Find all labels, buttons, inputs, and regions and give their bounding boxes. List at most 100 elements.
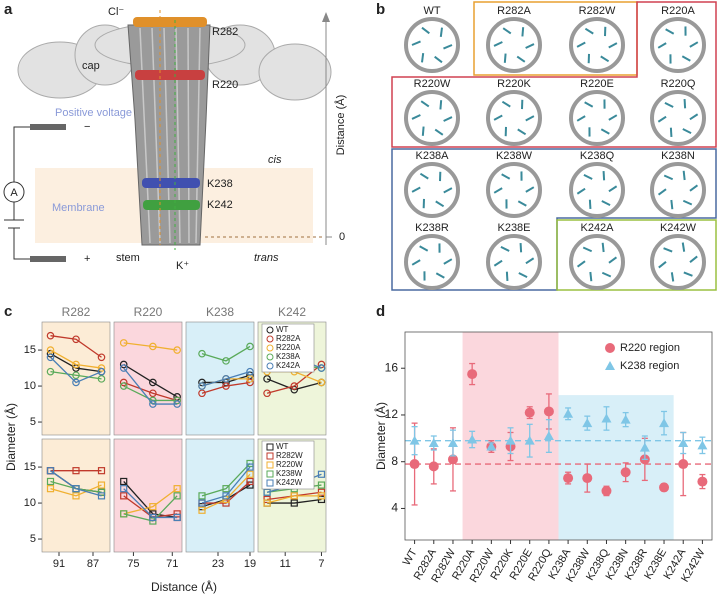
data-point xyxy=(290,382,299,390)
legend-marker xyxy=(266,452,274,460)
trans-label: trans xyxy=(254,252,279,264)
side-chain xyxy=(576,115,586,122)
variant-label: R220W xyxy=(414,78,451,90)
axis-zero: 0 xyxy=(339,231,345,243)
side-chain xyxy=(583,173,593,180)
data-point xyxy=(198,499,206,507)
side-chain xyxy=(576,41,586,48)
data-point xyxy=(428,438,439,448)
series-line xyxy=(201,371,251,387)
legend-label: K238A xyxy=(276,352,301,361)
data-point xyxy=(582,473,593,484)
data-point xyxy=(447,454,458,465)
side-chain xyxy=(608,185,618,193)
side-chain xyxy=(657,188,667,196)
voltage-label: Positive voltage xyxy=(55,107,132,119)
data-point xyxy=(486,441,497,451)
data-point xyxy=(263,499,271,507)
data-point xyxy=(46,346,55,354)
data-point xyxy=(659,418,670,428)
side-chain xyxy=(443,258,453,265)
pore-image xyxy=(569,17,625,73)
data-point xyxy=(428,461,439,472)
data-point xyxy=(246,463,254,471)
data-point xyxy=(46,331,55,340)
side-chain xyxy=(519,243,523,253)
side-chain xyxy=(505,271,509,281)
series-line xyxy=(123,488,178,519)
series-line xyxy=(50,356,102,384)
data-point xyxy=(246,470,254,478)
y-tick-label: 10 xyxy=(24,380,36,392)
data-point xyxy=(409,435,420,445)
data-point xyxy=(601,413,612,423)
side-chain xyxy=(411,114,421,120)
data-point xyxy=(678,459,689,470)
variant-label: WT xyxy=(423,5,440,17)
data-point xyxy=(563,408,574,418)
variant-label: K238W xyxy=(496,150,533,162)
plot-frame xyxy=(113,321,183,436)
variant-label: R282A xyxy=(497,5,531,17)
side-chain xyxy=(657,42,667,49)
x-tick-label: WT xyxy=(401,547,420,568)
data-point xyxy=(524,435,535,445)
side-chain xyxy=(663,174,674,181)
data-point xyxy=(290,492,298,500)
pore-image xyxy=(569,162,625,218)
data-point xyxy=(317,481,326,489)
y-tick-label: 16 xyxy=(385,360,399,374)
side-chain xyxy=(584,101,594,108)
pore-image xyxy=(404,234,460,290)
data-point xyxy=(601,485,612,496)
series-line xyxy=(266,495,322,504)
legend-label: K242A xyxy=(276,361,301,370)
side-chain xyxy=(493,187,503,194)
side-chain xyxy=(525,43,535,49)
legend-label: K242W xyxy=(276,478,303,487)
legend-marker xyxy=(266,326,274,334)
variant-label: K238R xyxy=(415,222,449,234)
side-chain xyxy=(517,128,527,136)
data-point xyxy=(97,492,106,500)
data-point xyxy=(120,510,128,518)
series-line xyxy=(123,363,178,398)
plot-frame xyxy=(185,438,255,553)
legend-marker xyxy=(266,479,274,487)
electrode xyxy=(30,124,66,130)
variant-label: K242W xyxy=(660,222,697,234)
data-point xyxy=(467,369,478,380)
side-chain xyxy=(689,184,699,192)
y-tick-label: 12 xyxy=(385,407,399,421)
side-chain xyxy=(689,255,698,263)
region-background xyxy=(114,439,182,552)
side-chain xyxy=(681,242,686,252)
pore-image xyxy=(650,17,706,73)
series-line xyxy=(123,367,178,405)
pore-image xyxy=(650,90,706,146)
pore-image xyxy=(404,90,460,146)
plot-frame xyxy=(41,438,111,553)
series-line xyxy=(123,381,178,402)
side-chain xyxy=(582,246,593,253)
side-chain xyxy=(443,187,453,194)
data-point xyxy=(97,481,106,489)
side-chain xyxy=(689,113,699,121)
plot-frame xyxy=(41,321,111,436)
pore-image xyxy=(650,162,706,218)
data-point xyxy=(198,492,206,500)
side-chain xyxy=(421,26,430,35)
data-point xyxy=(409,459,420,470)
data-point xyxy=(119,339,128,347)
variant-label: R220K xyxy=(497,78,531,90)
series-line xyxy=(201,345,251,362)
plot-frame xyxy=(257,438,327,553)
data-point xyxy=(620,414,631,424)
legend-marker xyxy=(266,443,274,451)
series-line xyxy=(50,484,102,497)
residue-label: R220 xyxy=(212,79,238,91)
legend-marker xyxy=(266,353,274,361)
pore-image xyxy=(404,17,460,73)
data-point xyxy=(46,353,55,362)
legend-marker xyxy=(266,470,274,478)
